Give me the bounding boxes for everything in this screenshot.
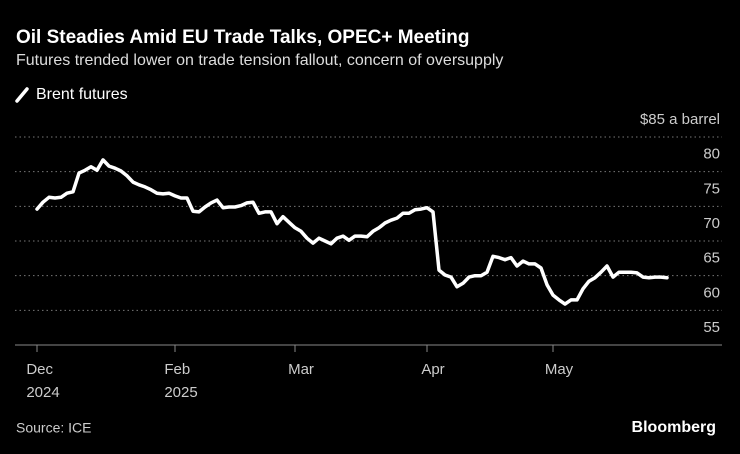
chart-subtitle: Futures trended lower on trade tension f…	[16, 52, 503, 69]
x-tick-label: Apr	[421, 361, 445, 378]
legend-label: Brent futures	[36, 86, 128, 103]
y-tick-label: 65	[703, 250, 720, 267]
data-line	[35, 158, 669, 306]
y-tick-label: 55	[703, 319, 720, 336]
chart-title: Oil Steadies Amid EU Trade Talks, OPEC+ …	[16, 27, 470, 48]
legend-swatch	[15, 87, 29, 103]
x-tick-label: Feb 2025	[164, 361, 198, 401]
x-tick-label: Dec 2024	[26, 361, 60, 401]
y-tick-label: 70	[703, 215, 720, 232]
y-tick-label: 60	[703, 284, 720, 301]
x-tick-label: May	[544, 361, 574, 378]
y-tick-label: 80	[703, 146, 720, 163]
y-tick-label: 75	[703, 180, 720, 197]
x-tick-label: Mar	[288, 361, 314, 378]
y-tick-label: $85 a barrel	[640, 111, 720, 128]
brand: Bloomberg	[632, 419, 716, 436]
source: Source: ICE	[16, 420, 91, 436]
